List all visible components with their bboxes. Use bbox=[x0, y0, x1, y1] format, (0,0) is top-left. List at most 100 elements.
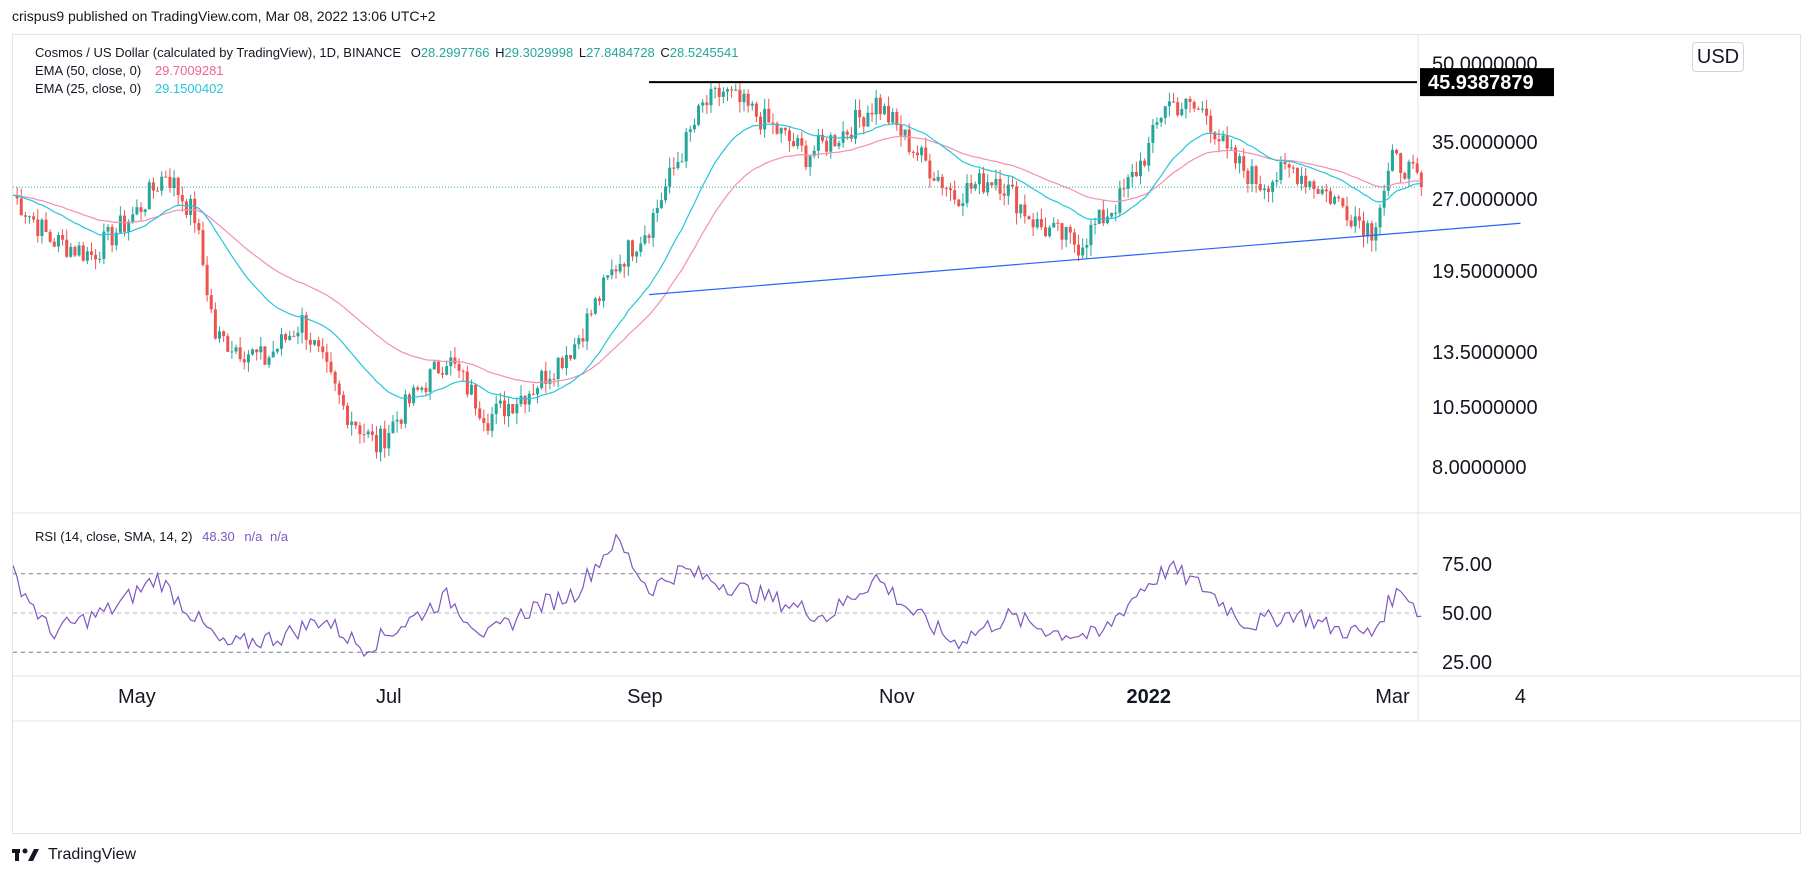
candle-body bbox=[1172, 101, 1176, 103]
candle-body bbox=[1399, 153, 1403, 174]
candle-body bbox=[692, 124, 696, 130]
candle-body bbox=[1345, 206, 1349, 221]
candle-body bbox=[953, 190, 957, 200]
chart-frame[interactable]: 50.0000000 35.0000000 27.0000000 19.5000000… bbox=[12, 34, 1802, 835]
candle-body bbox=[631, 240, 634, 257]
ema50-label: EMA (50, close, 0) bbox=[35, 63, 142, 78]
candle-body bbox=[1077, 244, 1081, 256]
high-value: 29.3029998 bbox=[504, 45, 574, 60]
candle-body bbox=[998, 178, 1002, 194]
candle-body bbox=[899, 125, 903, 136]
candle-body bbox=[969, 183, 973, 189]
candle-body bbox=[1089, 224, 1093, 246]
candle-body bbox=[820, 134, 824, 141]
candle-body bbox=[461, 370, 465, 372]
ema25-label: EMA (25, close, 0) bbox=[35, 81, 142, 96]
candle-body bbox=[990, 182, 994, 186]
candle-body bbox=[581, 338, 585, 342]
candle-body bbox=[1221, 135, 1225, 142]
candle-body bbox=[626, 240, 630, 267]
candle-body bbox=[486, 423, 490, 431]
candle-body bbox=[523, 395, 527, 405]
candle-body bbox=[1225, 135, 1229, 149]
candle-body bbox=[226, 336, 230, 352]
candle-body bbox=[234, 347, 238, 352]
candle-body bbox=[498, 400, 502, 404]
candle-body bbox=[94, 254, 98, 260]
candle-body bbox=[1064, 227, 1068, 240]
candle-body bbox=[441, 373, 445, 375]
symbol-legend: Cosmos / US Dollar (calculated by Tradin… bbox=[35, 45, 739, 60]
price-tick-label: 10.5000000 bbox=[1432, 397, 1538, 419]
candle-body bbox=[1316, 189, 1320, 194]
chart-canvas[interactable]: 50.000000035.000000027.000000019.5000000… bbox=[13, 35, 1802, 835]
candle-body bbox=[118, 215, 122, 233]
candle-body bbox=[944, 187, 948, 189]
symbol-title: Cosmos / US Dollar (calculated by Tradin… bbox=[35, 45, 402, 60]
candle-body bbox=[1328, 191, 1332, 204]
candle-body bbox=[961, 203, 965, 207]
candle-body bbox=[787, 130, 791, 142]
candle-body bbox=[403, 394, 407, 424]
candle-body bbox=[965, 183, 969, 204]
candle-body bbox=[511, 404, 515, 414]
candle-body bbox=[374, 434, 378, 453]
candle-body bbox=[1015, 186, 1019, 214]
candle-body bbox=[329, 361, 333, 373]
candle-body bbox=[1283, 161, 1287, 165]
ema25-legend: EMA (25, close, 0) 29.1500402 bbox=[35, 81, 224, 96]
candle-body bbox=[1337, 196, 1341, 199]
price-tick-label: 13.5000000 bbox=[1432, 342, 1538, 364]
candle-body bbox=[957, 199, 961, 207]
time-tick-label: Jul bbox=[376, 686, 402, 708]
candle-body bbox=[465, 371, 469, 395]
candle-body bbox=[1291, 167, 1295, 169]
rsi-na-2: n/a bbox=[270, 529, 289, 544]
candle-body bbox=[1308, 181, 1312, 188]
candle-body bbox=[1081, 247, 1085, 256]
candle-body bbox=[1110, 212, 1114, 217]
candle-body bbox=[742, 93, 746, 103]
currency-button[interactable]: USD bbox=[1692, 42, 1744, 72]
publisher-header: crispus9 published on TradingView.com, M… bbox=[12, 8, 436, 24]
candle-body bbox=[478, 408, 482, 419]
candle-body bbox=[1176, 102, 1180, 116]
candle-body bbox=[915, 152, 919, 156]
candle-body bbox=[639, 243, 643, 252]
candle-body bbox=[701, 102, 705, 106]
open-value: 28.2997766 bbox=[420, 45, 490, 60]
candle-body bbox=[52, 241, 56, 247]
ema25-value: 29.1500402 bbox=[154, 81, 224, 96]
candle-body bbox=[205, 264, 209, 296]
candle-body bbox=[474, 384, 478, 409]
candle-body bbox=[1085, 245, 1089, 248]
candle-body bbox=[519, 395, 523, 405]
candle-body bbox=[1415, 163, 1419, 173]
candle-body bbox=[1035, 219, 1039, 228]
candle-body bbox=[490, 414, 494, 431]
candle-body bbox=[1200, 108, 1204, 110]
candle-body bbox=[89, 251, 93, 255]
candle-body bbox=[874, 97, 878, 115]
candle-body bbox=[610, 269, 614, 276]
candle-body bbox=[515, 404, 519, 414]
rsi-tick-label: 75.00 bbox=[1442, 554, 1492, 576]
candle-body bbox=[1254, 166, 1258, 185]
candle-body bbox=[317, 340, 321, 347]
candle-body bbox=[1002, 193, 1006, 196]
candle-body bbox=[19, 198, 23, 216]
candle-body bbox=[771, 122, 775, 124]
time-tick-label: Sep bbox=[627, 686, 663, 708]
candle-body bbox=[164, 176, 168, 178]
candle-body bbox=[102, 231, 106, 259]
candle-body bbox=[804, 145, 808, 168]
candle-body bbox=[48, 232, 52, 242]
candle-body bbox=[1163, 106, 1167, 118]
candle-body bbox=[362, 434, 366, 436]
candle-body bbox=[1386, 170, 1390, 191]
candle-body bbox=[556, 357, 560, 380]
rsi-tick-label: 50.00 bbox=[1442, 603, 1492, 625]
candle-body bbox=[891, 112, 895, 123]
candle-body bbox=[32, 216, 36, 220]
candle-body bbox=[672, 167, 676, 169]
